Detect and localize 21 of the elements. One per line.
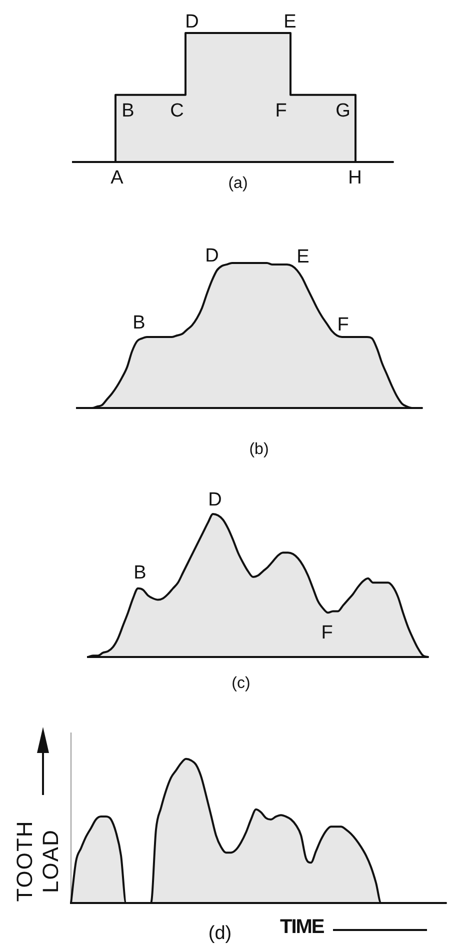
text: (d) — [208, 922, 232, 944]
annotation: E — [296, 246, 310, 268]
y-axis-title: TOOTH LOAD — [12, 819, 64, 904]
text: D — [208, 490, 222, 510]
text: D — [185, 12, 199, 32]
text: A — [110, 168, 124, 188]
text: (a) — [228, 175, 248, 192]
annotation: B — [122, 100, 134, 122]
annotation: B — [132, 312, 146, 334]
text: H — [348, 168, 362, 188]
annotation: C — [170, 100, 184, 122]
annotation: G — [336, 100, 350, 122]
annotation: D — [205, 246, 219, 266]
annotation: F — [275, 100, 287, 122]
x-axis-title: TIME — [280, 916, 324, 938]
annotation: B — [134, 562, 146, 584]
text: (c) — [232, 675, 250, 692]
text: (b) — [249, 441, 269, 458]
annotation: F — [321, 622, 333, 644]
annotation: F — [337, 314, 349, 336]
text: E — [284, 12, 296, 32]
